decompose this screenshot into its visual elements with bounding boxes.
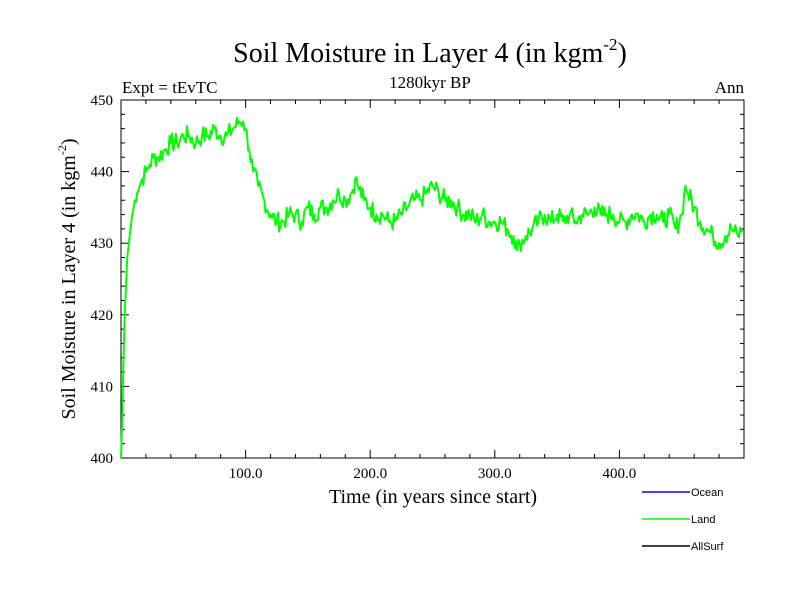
series-line-land — [120, 116, 744, 459]
x-tick-label: 100.0 — [229, 466, 263, 482]
y-tick-label: 400 — [91, 451, 114, 467]
y-tick-label: 440 — [91, 165, 114, 181]
axis-ticks: 400 410 420 430 440 450 100.0 200.0 300.0 400.0 — [91, 93, 744, 482]
x-tick-label: 400.0 — [603, 466, 637, 482]
y-axis-label-superscript: -2 — [55, 145, 69, 155]
y-tick-label: 410 — [91, 379, 114, 395]
y-axis-label: Soil Moisture in Layer 4 (in kgm-2) — [55, 138, 80, 419]
x-tick-label: 300.0 — [478, 466, 512, 482]
y-tick-label: 430 — [91, 236, 114, 252]
y-axis-label-close: ) — [58, 138, 80, 145]
legend-label-ocean: Ocean — [691, 487, 723, 499]
series-group — [120, 116, 744, 459]
legend-label-allsurf: AllSurf — [691, 541, 724, 553]
x-axis-label: Time (in years since start) — [329, 486, 537, 508]
legend-label-land: Land — [691, 514, 715, 526]
y-tick-label: 420 — [91, 308, 114, 324]
chart-title-main: Soil Moisture in Layer 4 (in kgm — [233, 38, 603, 69]
experiment-label: Expt = tEvTC — [122, 78, 218, 97]
season-label: Ann — [715, 78, 745, 97]
y-axis-label-main: Soil Moisture in Layer 4 (in kgm — [58, 155, 80, 420]
chart-title-close: ) — [618, 38, 627, 69]
plot-area — [120, 99, 745, 459]
y-tick-label: 450 — [91, 93, 114, 109]
chart-title-superscript: -2 — [603, 35, 617, 54]
period-label: 1280kyr BP — [389, 73, 471, 92]
chart-title: Soil Moisture in Layer 4 (in kgm-2) — [233, 35, 627, 69]
x-tick-label: 200.0 — [353, 466, 387, 482]
legend: Ocean Land AllSurf — [642, 487, 724, 553]
